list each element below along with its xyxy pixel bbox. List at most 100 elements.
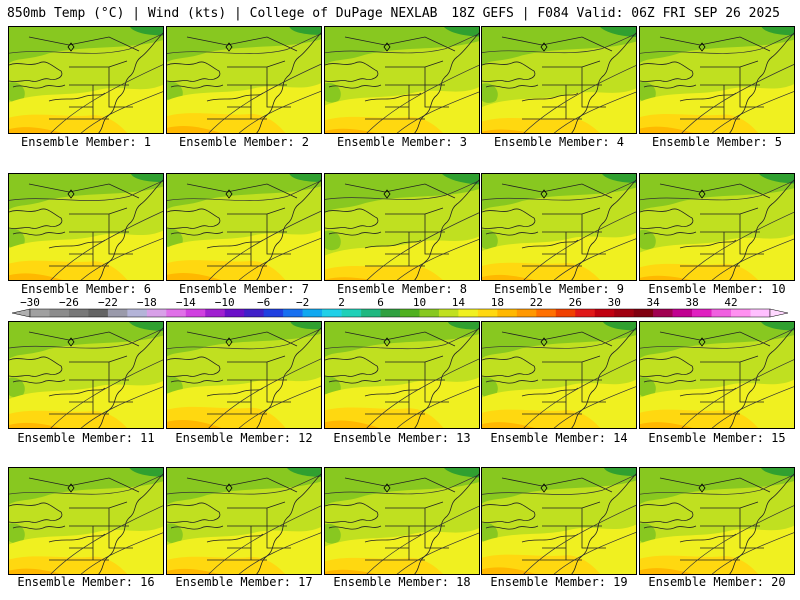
colorbar-swatch — [224, 309, 245, 317]
colorbar-tick-label: 6 — [377, 297, 384, 309]
colorbar-tick-label: 10 — [413, 297, 426, 309]
ensemble-member-map — [639, 321, 795, 429]
colorbar-swatch — [146, 309, 167, 317]
ensemble-member-label: Ensemble Member: 6 — [20, 282, 152, 296]
colorbar-swatch — [68, 309, 89, 317]
colorbar-tick-label: −30 — [20, 297, 40, 309]
colorbar-swatch — [750, 309, 771, 317]
ensemble-member-map — [166, 26, 322, 134]
ensemble-member-label: Ensemble Member: 12 — [175, 431, 313, 445]
colorbar-swatch — [341, 309, 362, 317]
ensemble-member-map — [8, 467, 164, 575]
ensemble-member-label: Ensemble Member: 10 — [648, 282, 786, 296]
colorbar-tick-label: 22 — [530, 297, 543, 309]
colorbar-swatch — [166, 309, 187, 317]
colorbar-right-arrow — [769, 308, 789, 318]
colorbar-swatch — [400, 309, 420, 317]
ensemble-member-label: Ensemble Member: 19 — [490, 575, 628, 589]
colorbar-tick-label: 42 — [724, 297, 737, 309]
colorbar-swatch — [536, 309, 557, 317]
ensemble-member-label: Ensemble Member: 13 — [333, 431, 471, 445]
map-title: 850mb Temp (°C) | Wind (kts) | College o… — [7, 6, 438, 21]
colorbar-swatch — [653, 309, 673, 317]
ensemble-member-map — [481, 321, 637, 429]
ensemble-member-map — [166, 173, 322, 281]
ensemble-member-label: Ensemble Member: 7 — [178, 282, 310, 296]
ensemble-member-map — [8, 173, 164, 281]
colorbar-swatch — [361, 309, 381, 317]
colorbar-swatch — [555, 309, 576, 317]
colorbar-tick-label: −26 — [59, 297, 79, 309]
ensemble-member-map — [481, 26, 637, 134]
colorbar-swatch — [438, 309, 459, 317]
ensemble-member-label: Ensemble Member: 9 — [493, 282, 625, 296]
colorbar-swatch — [107, 309, 128, 317]
colorbar-left-arrow — [11, 308, 31, 318]
colorbar-swatch — [477, 309, 498, 317]
ensemble-member-map — [324, 26, 480, 134]
colorbar-tick-label: 2 — [338, 297, 345, 309]
ensemble-member-label: Ensemble Member: 4 — [493, 135, 625, 149]
ensemble-member-label: Ensemble Member: 5 — [651, 135, 783, 149]
model-valid-time: 18Z GEFS | F084 Valid: 06Z FRI SEP 26 20… — [451, 6, 780, 21]
colorbar-swatch — [731, 309, 751, 317]
ensemble-member-map — [639, 26, 795, 134]
ensemble-member-map — [8, 26, 164, 134]
colorbar-swatch — [88, 309, 109, 317]
ensemble-member-label: Ensemble Member: 18 — [333, 575, 471, 589]
ensemble-member-label: Ensemble Member: 17 — [175, 575, 313, 589]
ensemble-member-label: Ensemble Member: 16 — [17, 575, 155, 589]
colorbar-tick-label: 34 — [647, 297, 661, 309]
colorbar-tick-label: 14 — [452, 297, 466, 309]
ensemble-member-map — [639, 173, 795, 281]
colorbar-swatch — [244, 309, 264, 317]
colorbar-swatch — [497, 309, 518, 317]
ensemble-member-map — [481, 173, 637, 281]
colorbar-swatch — [205, 309, 226, 317]
colorbar-tick-label: −18 — [137, 297, 157, 309]
colorbar-swatch — [283, 309, 303, 317]
colorbar-swatch — [692, 309, 712, 317]
colorbar-tick-label: 26 — [569, 297, 582, 309]
ensemble-member-label: Ensemble Member: 8 — [336, 282, 468, 296]
ensemble-member-map — [8, 321, 164, 429]
colorbar-tick-label: 18 — [491, 297, 504, 309]
ensemble-member-label: Ensemble Member: 2 — [178, 135, 310, 149]
colorbar-swatch — [302, 309, 323, 317]
ensemble-member-label: Ensemble Member: 1 — [20, 135, 152, 149]
temperature-colorbar: −30 −26 −22 −18 −14 −10 −6 −2 2 6 10 14 18 22 26 30 34 38… — [11, 297, 789, 318]
colorbar-tick-label: −6 — [257, 297, 270, 309]
ensemble-member-map — [324, 173, 480, 281]
colorbar-swatch — [185, 309, 206, 317]
colorbar-swatch — [594, 309, 615, 317]
colorbar-swatch — [711, 309, 732, 317]
colorbar-swatch — [614, 309, 634, 317]
colorbar-tick-label: −14 — [176, 297, 196, 309]
ensemble-member-label: Ensemble Member: 20 — [648, 575, 786, 589]
ensemble-member-map — [166, 467, 322, 575]
colorbar-tick-label: −2 — [296, 297, 309, 309]
ensemble-member-map — [639, 467, 795, 575]
colorbar-swatch — [127, 309, 148, 317]
ensemble-member-label: Ensemble Member: 15 — [648, 431, 786, 445]
colorbar-swatch — [419, 309, 440, 317]
ensemble-member-label: Ensemble Member: 3 — [336, 135, 468, 149]
colorbar-swatch — [672, 309, 693, 317]
colorbar-swatch — [49, 309, 70, 317]
colorbar-swatch — [633, 309, 654, 317]
colorbar-tick-label: −22 — [98, 297, 118, 309]
colorbar-tick-label: 38 — [685, 297, 698, 309]
colorbar-tick-label: −10 — [215, 297, 235, 309]
ensemble-member-map — [324, 321, 480, 429]
colorbar-swatch — [380, 309, 401, 317]
ensemble-member-label: Ensemble Member: 11 — [17, 431, 155, 445]
colorbar-swatch — [30, 309, 50, 317]
colorbar-swatch — [516, 309, 537, 317]
ensemble-member-map — [324, 467, 480, 575]
ensemble-member-map — [166, 321, 322, 429]
colorbar-swatch — [458, 309, 479, 317]
colorbar-tick-label: 30 — [608, 297, 621, 309]
colorbar-swatch — [575, 309, 596, 317]
ensemble-member-label: Ensemble Member: 14 — [490, 431, 628, 445]
ensemble-member-map — [481, 467, 637, 575]
